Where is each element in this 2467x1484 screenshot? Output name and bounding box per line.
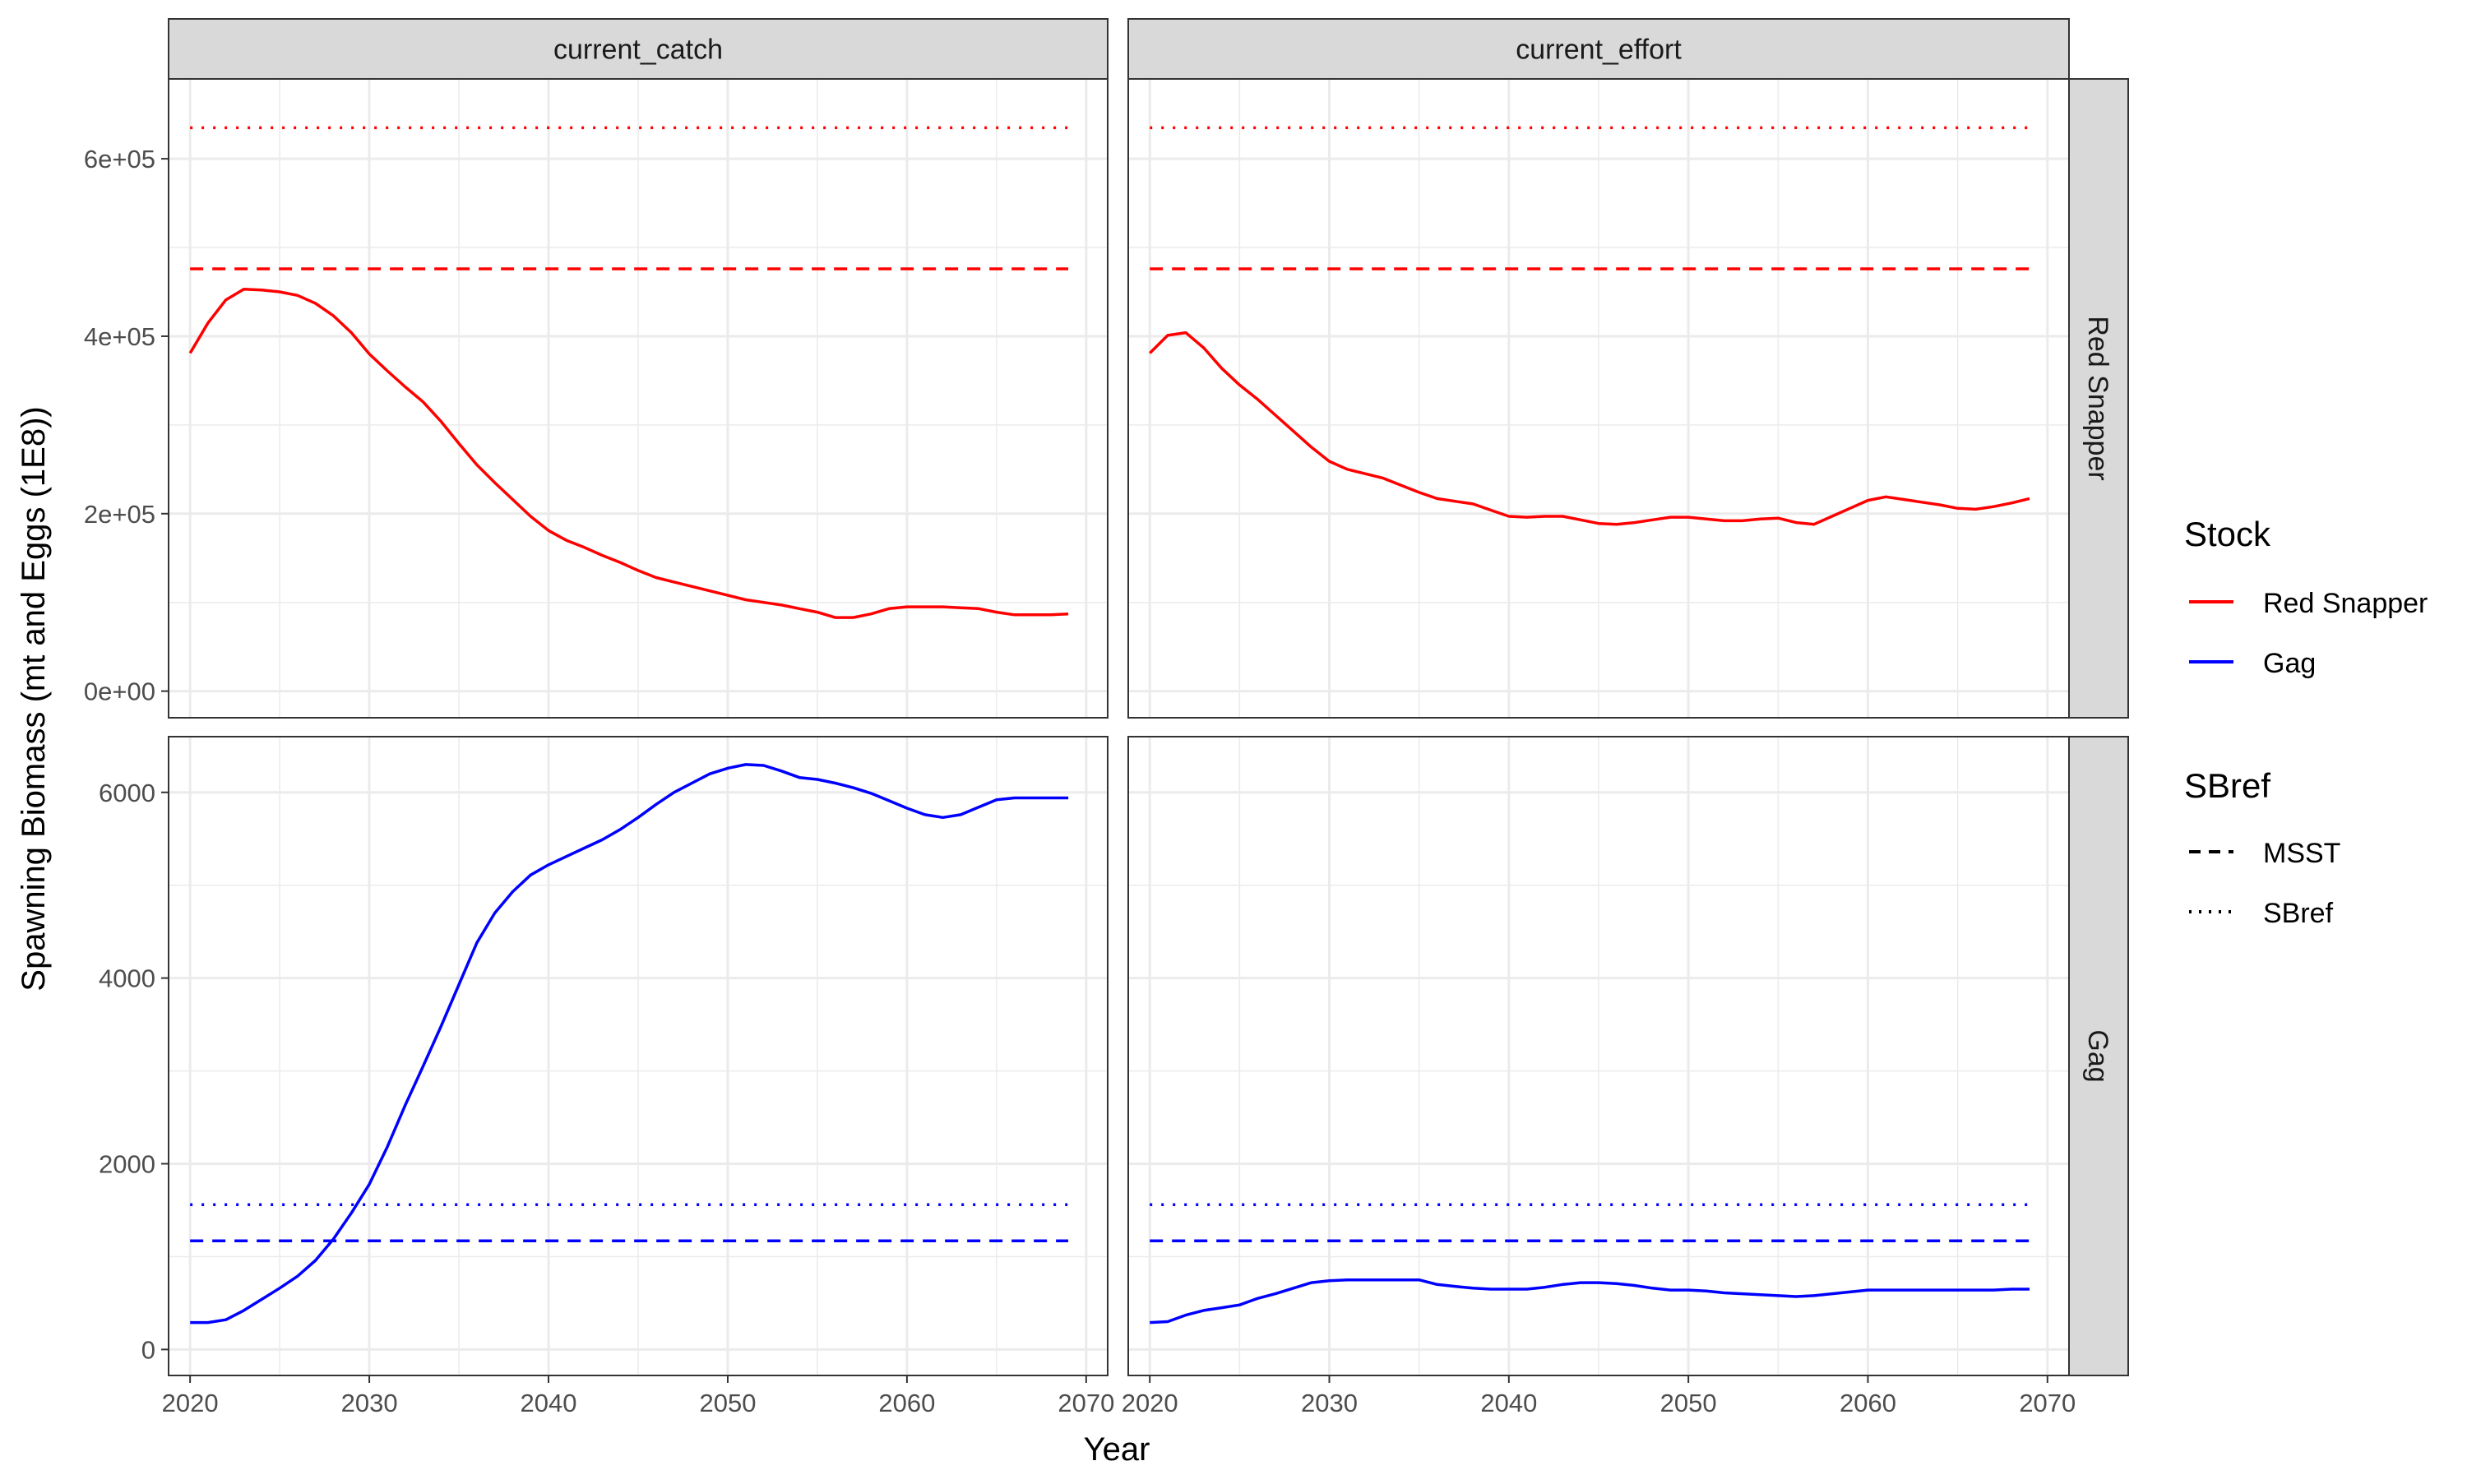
x-axis-title: Year xyxy=(1084,1431,1150,1468)
series-line-red-snapper xyxy=(188,288,1069,619)
y-tick-label: 2000 xyxy=(99,1150,155,1179)
legend-label-sbref: SBref xyxy=(2263,898,2334,929)
y-tick-label: 6000 xyxy=(99,779,155,807)
x-tick-label: 2070 xyxy=(2019,1389,2076,1417)
panel-border xyxy=(1127,736,2070,1376)
x-tick-label: 2070 xyxy=(1058,1389,1114,1417)
panel-current-effort-red-snapper xyxy=(1127,78,2070,719)
legend-label-red-snapper: Red Snapper xyxy=(2263,588,2428,619)
x-tick-label: 2020 xyxy=(162,1389,219,1417)
y-tick-label: 4000 xyxy=(99,964,155,993)
x-tick-label: 2030 xyxy=(341,1389,398,1417)
x-tick-label: 2040 xyxy=(521,1389,577,1417)
series-line-red-snapper xyxy=(1148,331,2030,526)
panel-border xyxy=(168,78,1109,719)
panel-current-catch-red-snapper: 0e+00 2e+05 4e+05 6e+05 xyxy=(84,78,1109,719)
legend-label-gag: Gag xyxy=(2263,648,2316,679)
legend-title-sbref: SBref xyxy=(2184,766,2270,805)
y-tick-label: 0e+00 xyxy=(84,677,155,706)
strip-current-effort xyxy=(1127,18,2070,80)
x-tick-label: 2030 xyxy=(1301,1389,1358,1417)
strip-label-current-effort: current_effort xyxy=(1516,35,1682,66)
panel-current-effort-gag: 2020 2030 2040 2050 2060 2070 xyxy=(1122,736,2076,1417)
strip-gag xyxy=(2068,736,2129,1376)
y-tick-label: 2e+05 xyxy=(84,500,155,529)
strip-red-snapper xyxy=(2068,78,2129,719)
x-tick-label: 2060 xyxy=(1840,1389,1896,1417)
strip-label-gag: Gag xyxy=(2082,1029,2113,1082)
panel-current-catch-gag: 0 2000 4000 6000 2020 2030 2040 2050 2060 2070 xyxy=(99,736,1114,1417)
strip-label-red-snapper: Red Snapper xyxy=(2082,316,2113,480)
legend: Stock Red Snapper Gag SBref MSST SBref xyxy=(2184,515,2428,929)
strip-label-current-catch: current_catch xyxy=(553,35,723,66)
strip-current-catch xyxy=(168,18,1109,80)
x-tick-label: 2040 xyxy=(1480,1389,1537,1417)
legend-label-msst: MSST xyxy=(2263,838,2340,869)
y-tick-label: 4e+05 xyxy=(84,322,155,351)
x-tick-label: 2020 xyxy=(1122,1389,1178,1417)
y-tick-label: 0 xyxy=(141,1335,155,1364)
y-tick-label: 6e+05 xyxy=(84,145,155,173)
panels-layer: current_catch current_effort Red Snapper Ga… xyxy=(84,18,2129,1417)
panel-border xyxy=(168,736,1109,1376)
x-tick-label: 2050 xyxy=(1660,1389,1717,1417)
series-line-gag xyxy=(1150,1278,2030,1325)
x-tick-label: 2050 xyxy=(699,1389,756,1417)
panel-border xyxy=(1127,78,2070,719)
x-tick-label: 2060 xyxy=(878,1389,935,1417)
legend-title-stock: Stock xyxy=(2184,515,2271,553)
y-axis-title: Spawning Biomass (mt and Eggs (1E8)) xyxy=(16,406,52,991)
series-line-gag xyxy=(190,763,1069,1325)
